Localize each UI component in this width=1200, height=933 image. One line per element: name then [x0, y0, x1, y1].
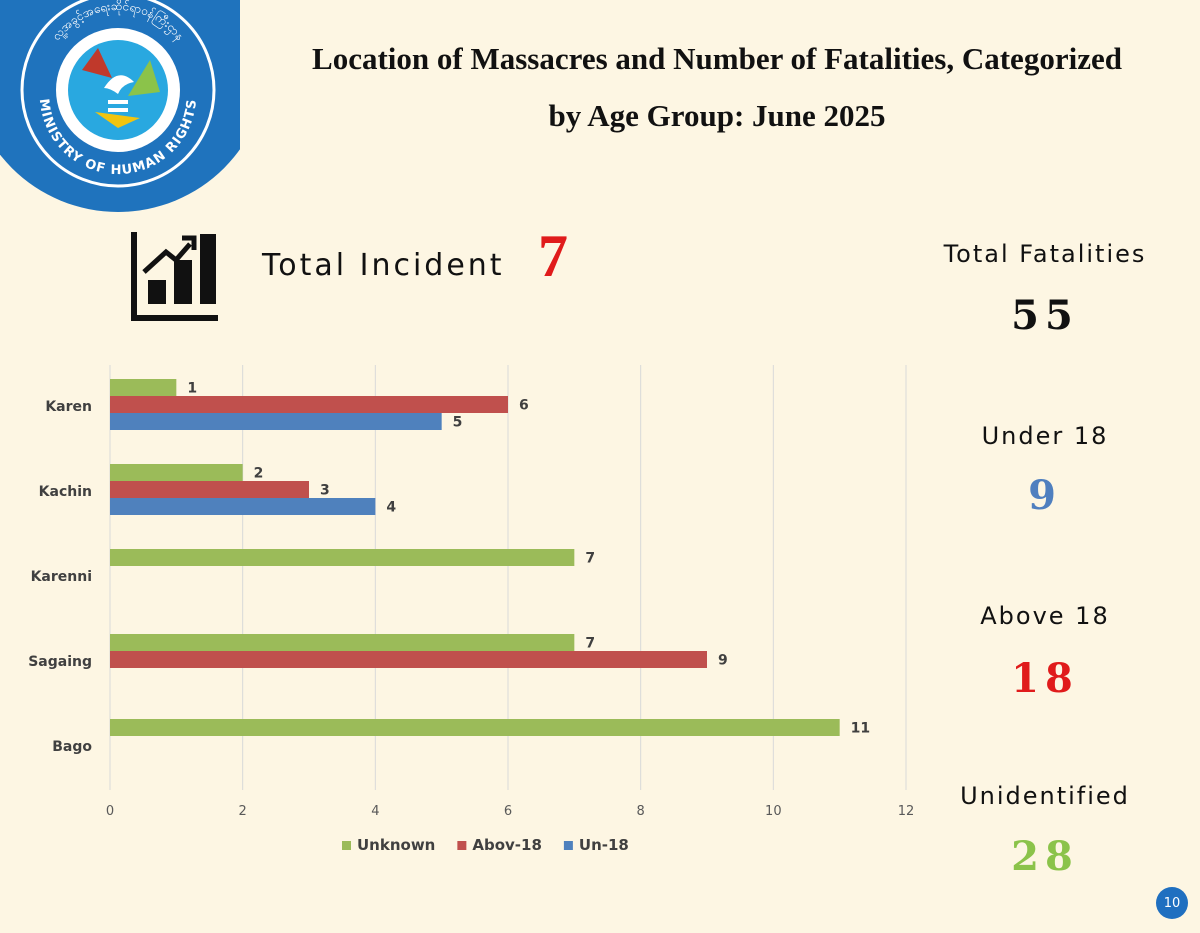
- total-incident-value: 7: [538, 223, 568, 289]
- data-label: 7: [585, 636, 595, 652]
- under-18-label: Under 18: [981, 422, 1109, 450]
- legend-swatch: [563, 841, 573, 850]
- category-label: Karenni: [31, 569, 92, 585]
- data-label: 11: [851, 721, 870, 737]
- title-line-2: by Age Group: June 2025: [548, 98, 886, 133]
- growth-chart-icon: [130, 230, 222, 326]
- x-tick-label: 10: [765, 804, 782, 819]
- bar-unknown: [110, 464, 243, 481]
- legend-label: Unknown: [357, 836, 435, 854]
- data-label: 9: [718, 653, 728, 669]
- bar-abov-18: [110, 396, 508, 413]
- bar-abov-18: [110, 651, 707, 668]
- category-label: Sagaing: [28, 654, 92, 670]
- data-label: 2: [254, 466, 264, 482]
- bar-unknown: [110, 549, 575, 566]
- legend-swatch: [342, 841, 351, 850]
- bar-unknown: [110, 634, 575, 651]
- ministry-logo: MINISTRY OF HUMAN RIGHTS လူ့အခွင့်အရေးဆိ…: [0, 0, 240, 212]
- legend-label: Un-18: [579, 836, 629, 854]
- bar-abov-18: [110, 481, 309, 498]
- x-tick-label: 6: [504, 804, 512, 819]
- x-tick-label: 4: [371, 804, 379, 819]
- unidentified-label: Unidentified: [960, 782, 1130, 810]
- above-18-value: 18: [1011, 655, 1079, 702]
- unidentified-value: 28: [1011, 833, 1079, 880]
- total-fatalities-value: 55: [1011, 292, 1079, 339]
- bar-un-18: [110, 498, 376, 515]
- legend-label: Abov-18: [472, 836, 542, 854]
- bar-un-18: [110, 413, 442, 430]
- data-label: 6: [519, 398, 529, 414]
- total-fatalities-label: Total Fatalities: [943, 240, 1147, 268]
- data-label: 3: [320, 483, 330, 499]
- page-title: Location of Massacres and Number of Fata…: [262, 30, 1172, 144]
- data-label: 7: [585, 551, 595, 567]
- bar-unknown: [110, 379, 177, 396]
- under-18-value: 9: [1028, 472, 1062, 519]
- data-label: 1: [187, 381, 197, 397]
- title-line-1: Location of Massacres and Number of Fata…: [312, 41, 1122, 76]
- legend-swatch: [457, 841, 467, 850]
- total-incident-label: Total Incident: [262, 248, 505, 283]
- category-label: Kachin: [39, 484, 92, 500]
- x-tick-label: 0: [106, 804, 114, 819]
- above-18-label: Above 18: [980, 602, 1110, 630]
- category-label: Karen: [45, 399, 92, 415]
- bar-unknown: [110, 719, 840, 736]
- x-tick-label: 8: [637, 804, 645, 819]
- fatalities-bar-chart: 0 2 4 6 8 10 12 Karen 1 6 5 Kachin 2 3 4 Karenni 7 Sagain…: [28, 365, 915, 854]
- x-tick-label: 2: [239, 804, 247, 819]
- category-label: Bago: [52, 739, 92, 755]
- data-label: 4: [386, 500, 396, 516]
- x-tick-label: 12: [898, 804, 915, 819]
- page-number: 10: [1156, 887, 1188, 919]
- data-label: 5: [453, 415, 463, 431]
